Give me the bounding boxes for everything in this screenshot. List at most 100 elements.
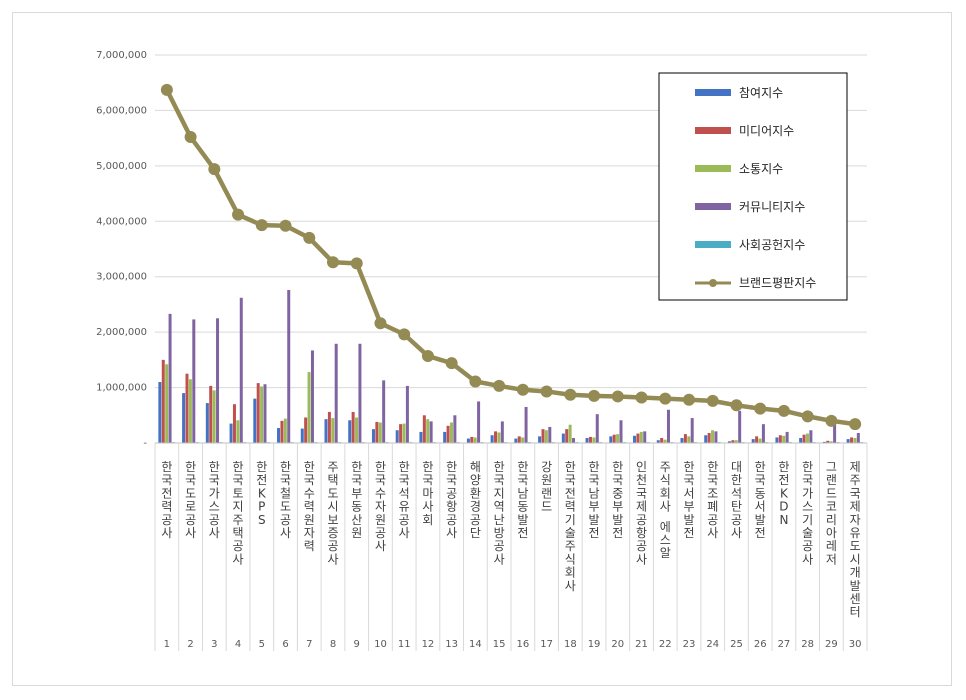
rank-label: 14 xyxy=(469,639,482,650)
bar xyxy=(609,436,613,443)
rank-label: 18 xyxy=(564,639,577,650)
y-axis: - 1,000,000 2,000,000 3,000,000 4,000,000 5,0… xyxy=(96,50,147,449)
bar xyxy=(205,403,209,443)
line-series xyxy=(160,83,862,431)
bar xyxy=(761,424,765,443)
bar xyxy=(236,420,240,443)
bar xyxy=(300,428,304,443)
bar-series xyxy=(158,290,864,443)
legend-swatch-marker xyxy=(709,279,717,287)
bar xyxy=(443,431,447,443)
bar xyxy=(446,425,450,443)
bar xyxy=(466,438,470,443)
bar xyxy=(775,437,779,443)
bar xyxy=(690,418,694,443)
bar xyxy=(402,423,406,443)
y-tick-label: 1,000,000 xyxy=(96,383,147,394)
y-tick-label: 4,000,000 xyxy=(96,216,147,227)
rank-label: 13 xyxy=(445,639,458,650)
bar xyxy=(514,438,518,443)
bar xyxy=(310,350,314,443)
brand-index-point xyxy=(398,328,411,341)
bar xyxy=(833,421,837,443)
brand-index-point xyxy=(564,388,577,401)
rank-label: 6 xyxy=(282,639,288,650)
bar xyxy=(239,297,243,443)
rank-label: 16 xyxy=(516,639,529,650)
bar xyxy=(405,385,409,443)
bar xyxy=(307,372,311,443)
bar xyxy=(616,434,620,443)
bar xyxy=(470,436,474,443)
brand-index-point xyxy=(350,257,363,270)
bar xyxy=(355,417,359,443)
bar xyxy=(619,420,623,443)
bar xyxy=(734,440,738,443)
bar xyxy=(680,438,684,443)
bar xyxy=(327,411,331,443)
bar xyxy=(799,438,803,443)
rank-label: 12 xyxy=(422,639,435,650)
brand-index-point xyxy=(184,131,197,144)
bar xyxy=(727,441,731,443)
chart-frame: - 1,000,000 2,000,000 3,000,000 4,000,000 5,0… xyxy=(12,12,952,686)
rank-label: 21 xyxy=(635,639,648,650)
y-tick-label: 3,000,000 xyxy=(96,272,147,283)
legend-label: 커뮤니티지수 xyxy=(739,200,805,214)
bar xyxy=(565,429,569,443)
bar xyxy=(846,439,850,443)
bar xyxy=(687,436,691,443)
bar xyxy=(426,419,430,443)
bar xyxy=(585,438,589,443)
bar xyxy=(378,422,382,443)
brand-index-point xyxy=(469,375,482,388)
bar xyxy=(490,435,494,443)
bar xyxy=(351,411,355,443)
bar xyxy=(158,382,162,443)
bar xyxy=(324,419,328,443)
brand-index-point xyxy=(825,414,838,427)
legend-swatch xyxy=(695,165,731,172)
bar xyxy=(541,429,545,443)
bar xyxy=(283,418,287,443)
bar xyxy=(809,430,813,443)
rank-label: 10 xyxy=(374,639,387,650)
bar xyxy=(660,438,664,443)
brand-index-point xyxy=(232,208,245,221)
bar xyxy=(212,390,216,443)
rank-label: 9 xyxy=(354,639,360,650)
bar xyxy=(419,431,423,443)
bar xyxy=(805,433,809,443)
bar xyxy=(253,398,257,443)
bar xyxy=(277,428,281,443)
bar xyxy=(785,431,789,443)
legend-swatch xyxy=(695,89,731,96)
bar xyxy=(666,409,670,443)
rank-label: 26 xyxy=(754,639,767,650)
bar xyxy=(704,435,708,443)
bar xyxy=(497,432,501,443)
bar xyxy=(633,435,637,443)
rank-label: 15 xyxy=(493,639,506,650)
rank-label: 17 xyxy=(540,639,553,650)
bar xyxy=(755,436,759,443)
bar xyxy=(802,434,806,443)
bar xyxy=(711,430,715,443)
